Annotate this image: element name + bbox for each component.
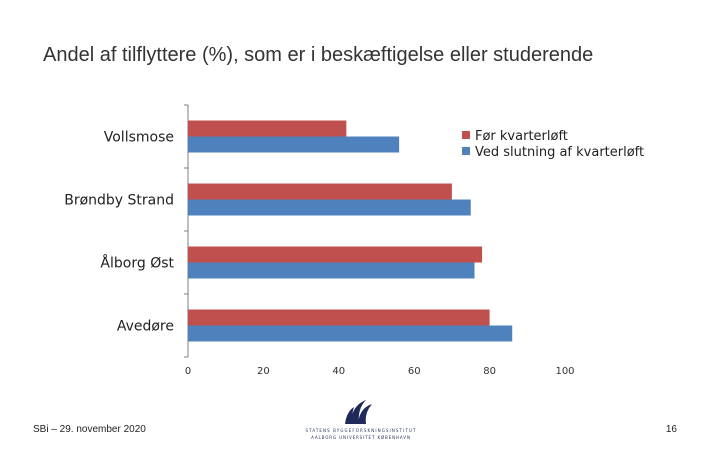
legend-swatch (462, 147, 470, 155)
bar-before-0 (188, 120, 347, 137)
chart-bars (188, 120, 513, 342)
category-label: Ålborg Øst (100, 255, 174, 272)
category-label: Brøndby Strand (64, 193, 174, 209)
x-tick-label: 40 (332, 366, 345, 377)
footer-date: SBi – 29. november 2020 (33, 424, 146, 435)
x-tick-label: 0 (185, 366, 191, 377)
page-number: 16 (665, 424, 677, 435)
sbi-logo-icon (345, 400, 372, 424)
bar-before-1 (188, 183, 452, 200)
legend-label: Ved slutning af kvarterløft (475, 145, 644, 160)
legend-swatch (462, 131, 470, 139)
x-tick-label: 20 (257, 366, 270, 377)
bar-after-0 (188, 136, 400, 153)
x-tick-label: 100 (555, 366, 574, 377)
category-labels: Vollsmose Brøndby Strand Ålborg Øst Avedøre (64, 130, 174, 335)
x-tick-label: 60 (408, 366, 421, 377)
category-label: Avedøre (117, 319, 174, 335)
logo-text-institute: STATENS BYGGEFORSKNINGSINSTITUT (305, 428, 417, 433)
x-tick-label: 80 (483, 366, 496, 377)
category-label: Vollsmose (104, 130, 174, 146)
legend-label: Før kvarterløft (475, 129, 568, 144)
logo-text-university: AALBORG UNIVERSITET KØBENHAVN (311, 435, 411, 440)
bar-after-2 (188, 262, 475, 279)
chart-axes (184, 104, 189, 358)
bar-after-3 (188, 325, 513, 342)
bar-before-3 (188, 309, 490, 326)
chart-title: Andel af tilflyttere (%), som er i beskæ… (43, 44, 594, 66)
bar-before-2 (188, 246, 483, 263)
sbi-logo: STATENS BYGGEFORSKNINGSINSTITUT AALBORG … (296, 396, 426, 444)
bar-after-1 (188, 199, 471, 216)
x-tick-labels: 0 20 40 60 80 100 (185, 366, 575, 377)
